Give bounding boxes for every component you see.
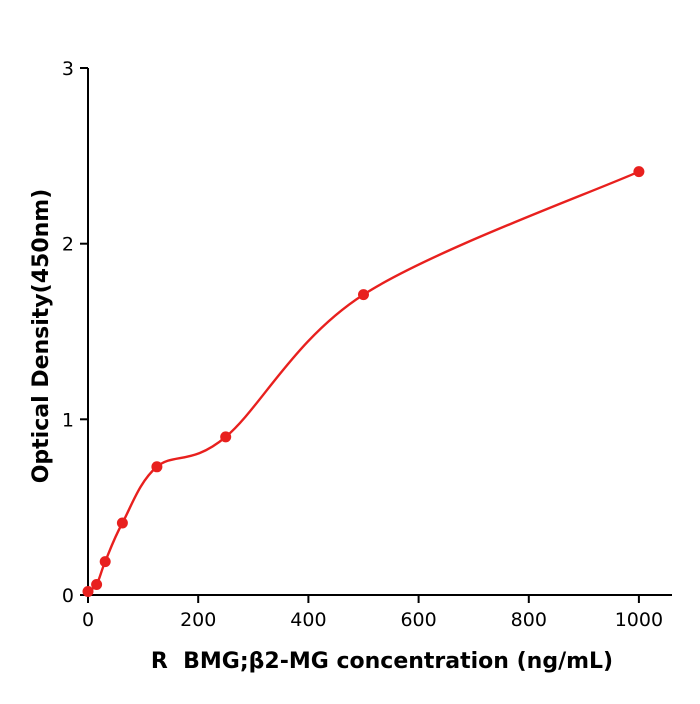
x-tick-label: 400 [290,609,326,631]
y-tick-label: 3 [62,58,74,80]
y-tick-label: 1 [62,409,74,431]
x-tick-label: 0 [82,609,94,631]
x-tick-label: 800 [511,609,547,631]
data-point [151,461,163,473]
data-point [91,579,103,590]
data-point [82,586,94,597]
y-axis-label: Optical Density(450nm) [29,189,54,484]
x-axis-label: R BMG;β2-MG concentration (ng/mL) [151,649,613,674]
fit-curve [86,170,641,593]
y-tick-label: 2 [62,234,74,256]
axes: 0 200 400 600 800 1000 0 1 2 3 [62,58,672,631]
y-tick-label: 0 [62,585,74,607]
x-tick-label: 1000 [615,609,663,631]
data-point [99,556,111,568]
data-points [82,166,645,597]
data-point [116,517,128,529]
x-tick-label: 200 [180,609,216,631]
data-point [220,431,232,443]
axis-spines [87,68,672,596]
data-point [633,166,645,178]
plot-area: 0 200 400 600 800 1000 0 1 2 3 [62,58,672,631]
x-tick-label: 600 [400,609,436,631]
data-point [358,289,369,301]
